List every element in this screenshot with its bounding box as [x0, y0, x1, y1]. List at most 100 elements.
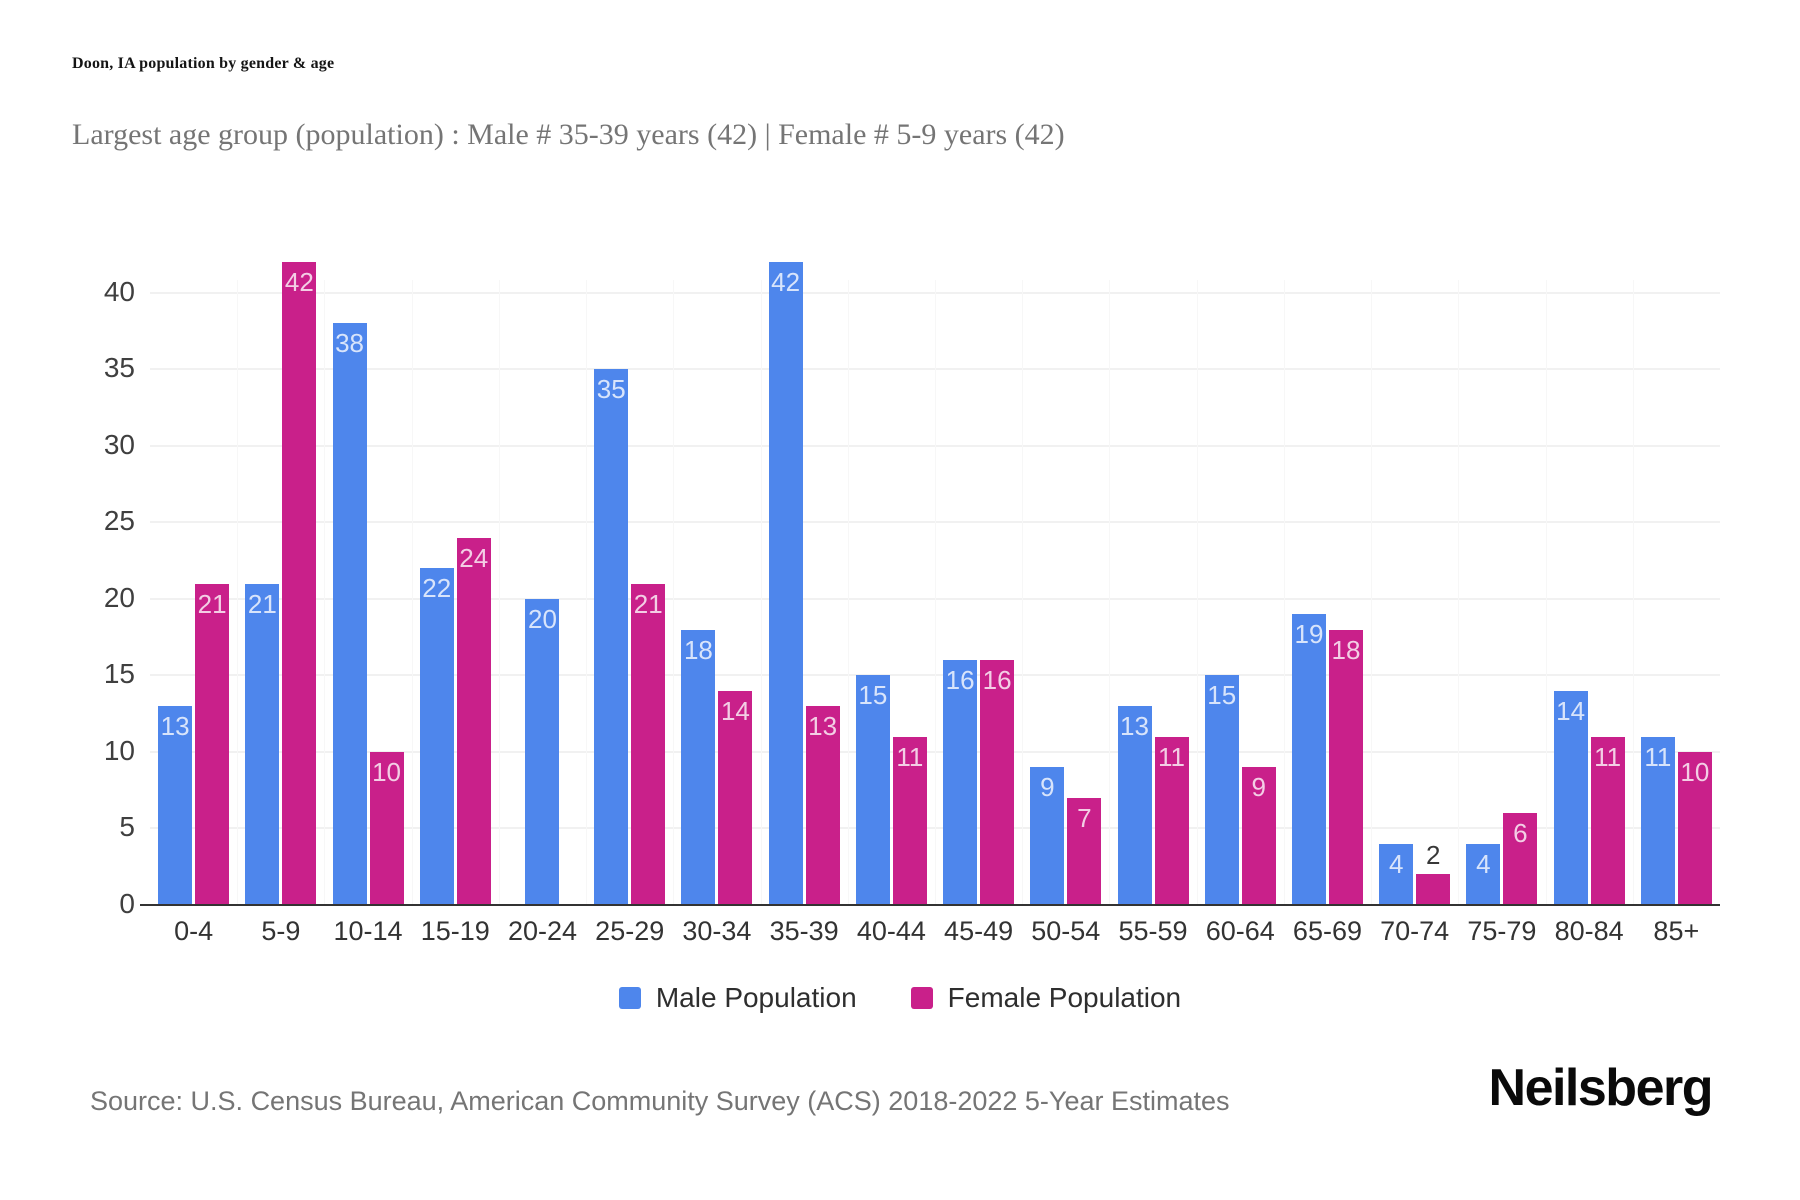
bar-male-10-14[interactable]: 38 — [332, 323, 367, 905]
gridline-x — [1109, 280, 1111, 905]
bar-male-5-9[interactable]: 21 — [245, 583, 280, 905]
bar-value-label: 21 — [247, 588, 277, 619]
bar-value-label: 35 — [596, 374, 626, 405]
bar-group-10-14: 38 10 — [324, 250, 411, 905]
x-axis-tick-labels: 0-4 5-9 10-14 15-19 20-24 25-29 30-34 35-39 40-4… — [150, 916, 1720, 947]
x-tick-40-44: 40-44 — [856, 916, 926, 946]
gridline-x — [935, 280, 936, 905]
x-tick-10-14: 10-14 — [333, 916, 403, 946]
x-tick-45-49: 45-49 — [944, 916, 1014, 946]
bar-group-65-69: 19 18 — [1284, 250, 1371, 905]
bar-value-label: 13 — [160, 711, 190, 742]
bar-male-60-64[interactable]: 15 — [1204, 675, 1239, 905]
bar-female-35-39[interactable]: 13 — [805, 706, 840, 905]
bar-value-label: 20 — [528, 603, 557, 634]
bar-value-label: 21 — [197, 588, 227, 619]
gridline-x — [1545, 280, 1547, 905]
legend-item-female-population[interactable]: Female Population — [910, 982, 1181, 1014]
bar-group-80-84: 14 11 — [1546, 250, 1633, 905]
bar-value-label: 15 — [858, 680, 888, 711]
bar-male-70-74[interactable]: 4 — [1379, 843, 1414, 905]
y-axis-tick-labels: 0 5 10 15 20 25 30 35 40 — [55, 250, 135, 917]
legend-swatch — [618, 987, 641, 1009]
bar-value-label: 13 — [808, 711, 838, 742]
bar-male-50-54[interactable]: 9 — [1030, 767, 1065, 905]
y-tick-35: 35 — [103, 352, 135, 384]
x-tick-55-59: 55-59 — [1118, 916, 1188, 946]
bar-group-25-29: 35 21 — [586, 250, 673, 905]
bar-female-85+[interactable]: 10 — [1677, 751, 1712, 905]
bar-female-15-19[interactable]: 24 — [456, 537, 491, 905]
bar-female-5-9[interactable]: 42 — [282, 262, 317, 905]
gridline-x — [760, 280, 762, 905]
bar-value-label: 2 — [1425, 840, 1441, 871]
brand-logo: Neilsberg — [1488, 1059, 1714, 1117]
bar-female-55-59[interactable]: 11 — [1154, 736, 1189, 905]
bar-female-25-29[interactable]: 21 — [631, 583, 666, 905]
source-note: Source: U.S. Census Bureau, American Com… — [90, 1086, 1230, 1116]
bar-female-0-4[interactable]: 21 — [195, 583, 230, 905]
bar-male-25-29[interactable]: 35 — [594, 369, 629, 905]
bar-value-label: 7 — [1077, 802, 1092, 833]
bar-male-35-39[interactable]: 42 — [768, 262, 803, 905]
bar-value-label: 9 — [1040, 772, 1055, 803]
bar-female-60-64[interactable]: 9 — [1241, 767, 1276, 905]
x-tick-5-9: 5-9 — [261, 916, 301, 946]
y-tick-5: 5 — [119, 811, 135, 843]
x-tick-0-4: 0-4 — [174, 916, 214, 946]
bar-male-65-69[interactable]: 19 — [1291, 614, 1326, 905]
bar-male-15-19[interactable]: 22 — [419, 568, 454, 905]
plot-area: 13 21 21 42 38 10 22 24 20 35 21 18 14 42 13 15 11 16 16 9 7… — [140, 250, 1720, 906]
gridline-x — [586, 280, 588, 905]
bar-female-75-79[interactable]: 6 — [1503, 813, 1538, 905]
x-tick-70-74: 70-74 — [1380, 916, 1450, 946]
x-tick-30-34: 30-34 — [682, 916, 752, 946]
bar-female-50-54[interactable]: 7 — [1067, 797, 1102, 905]
bar-female-10-14[interactable]: 10 — [369, 751, 404, 905]
legend-item-male-population[interactable]: Male Population — [618, 982, 857, 1014]
bar-value-label: 18 — [1331, 634, 1361, 665]
x-tick-85+: 85+ — [1653, 916, 1700, 946]
bar-male-0-4[interactable]: 13 — [158, 706, 193, 905]
bar-male-55-59[interactable]: 13 — [1117, 706, 1152, 905]
bar-male-40-44[interactable]: 15 — [855, 675, 890, 905]
bar-value-label: 11 — [1644, 741, 1672, 772]
bar-value-label: 10 — [1680, 756, 1710, 787]
bar-male-75-79[interactable]: 4 — [1466, 843, 1501, 905]
gridline-x — [673, 280, 675, 905]
bar-female-65-69[interactable]: 18 — [1328, 629, 1363, 905]
bar-value-label: 16 — [982, 665, 1012, 696]
bar-male-80-84[interactable]: 14 — [1553, 690, 1588, 905]
bar-value-label: 19 — [1294, 619, 1324, 650]
x-tick-65-69: 65-69 — [1292, 916, 1362, 946]
bar-group-60-64: 15 9 — [1197, 250, 1284, 905]
bar-value-label: 24 — [459, 542, 489, 573]
bar-female-30-34[interactable]: 14 — [718, 690, 753, 905]
bar-male-85+[interactable]: 11 — [1640, 736, 1675, 905]
y-tick-40: 40 — [103, 275, 135, 307]
bar-value-label: 16 — [945, 665, 975, 696]
gridline-x — [1283, 280, 1285, 905]
bar-male-30-34[interactable]: 18 — [681, 629, 716, 905]
bar-value-label: 11 — [1594, 741, 1622, 772]
bar-male-20-24[interactable]: 20 — [525, 598, 560, 905]
bar-value-label: 42 — [284, 267, 314, 298]
chart-title: Doon, IA population by gender & age — [72, 55, 335, 72]
bar-female-70-74[interactable]: 2 — [1416, 840, 1451, 905]
bar-value-label: 42 — [771, 267, 801, 298]
x-tick-50-54: 50-54 — [1031, 916, 1101, 946]
bar-female-45-49[interactable]: 16 — [980, 660, 1015, 905]
legend: Male Population Female Population — [0, 982, 1800, 1014]
bar-group-20-24: 20 — [499, 250, 586, 905]
bar-value-label: 38 — [335, 328, 365, 359]
x-tick-15-19: 15-19 — [420, 916, 490, 946]
bar-value-label: 9 — [1251, 772, 1266, 803]
y-tick-25: 25 — [103, 505, 135, 537]
bar-value-label: 4 — [1476, 848, 1491, 879]
bar-male-45-49[interactable]: 16 — [943, 660, 978, 905]
bar-female-80-84[interactable]: 11 — [1590, 736, 1625, 905]
bar-female-40-44[interactable]: 11 — [892, 736, 927, 905]
